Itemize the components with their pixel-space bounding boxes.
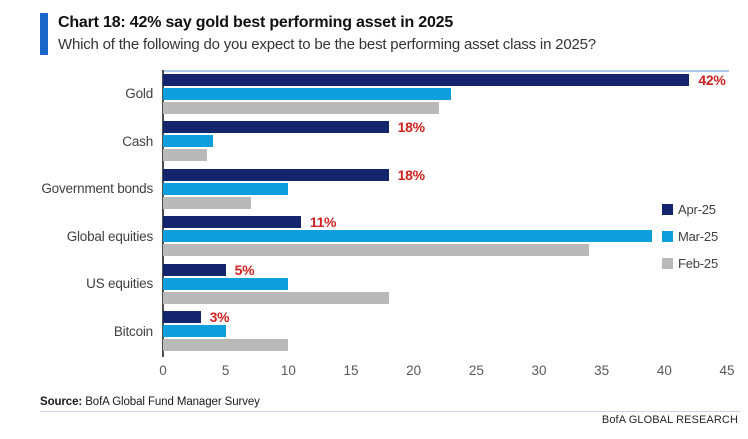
category-label: Global equities [66,228,154,244]
legend-swatch-icon [662,204,673,215]
bar-row [163,325,727,338]
legend-label: Feb-25 [678,256,718,271]
bar-row: 5% [163,261,727,278]
accent-bar [40,13,48,55]
legend-swatch-icon [662,258,673,269]
category-label: Government bonds [41,181,153,197]
bar-feb-25 [163,149,207,162]
bar-apr-25 [163,263,226,276]
x-tick-label: 30 [531,363,547,378]
bar-mar-25 [163,87,452,100]
category-label: Gold [125,86,153,102]
data-label: 3% [209,309,230,326]
bar-mar-25 [163,182,289,195]
bar-apr-25 [163,168,389,181]
x-tick-label: 10 [280,363,296,378]
legend-item: Feb-25 [662,250,718,277]
x-tick-label: 0 [159,363,167,378]
bar-row: 42% [163,71,727,88]
bar-group: Bitcoin 3% [0,308,748,356]
bar-feb-25 [163,291,389,304]
bar-group: Cash 18% [0,118,748,166]
bar-row [163,339,727,352]
x-tick-label: 45 [719,363,735,378]
chart-header: Chart 18: 42% say gold best performing a… [40,13,596,55]
bar-row: 18% [163,119,727,136]
bar-feb-25 [163,244,590,257]
bar-group: Government bonds 18% [0,165,748,213]
x-tick-label: 25 [468,363,484,378]
bar-chart: Gold 42% Cash 18% Government bonds 18% Global … [0,70,748,383]
bar-mar-25 [163,277,289,290]
category-label: Cash [122,133,153,149]
bar-row [163,196,727,209]
data-label: 18% [397,166,425,183]
data-label: 18% [397,119,425,136]
bar-feb-25 [163,196,251,209]
bar-row: 18% [163,166,727,183]
x-axis-ticks: 0 5 10 15 20 25 30 35 40 45 [159,361,734,383]
bar-apr-25 [163,216,301,229]
bar-mar-25 [163,135,214,148]
chart-legend: Apr-25 Mar-25 Feb-25 [662,196,718,277]
bar-cluster: 42% [163,70,727,118]
x-tick-label: 15 [343,363,359,378]
bar-apr-25 [163,73,690,86]
bar-cluster: 18% [163,118,727,166]
bar-row: 11% [163,214,727,231]
source-text: BofA Global Fund Manager Survey [82,396,260,408]
footer-divider [40,411,740,412]
x-tick-label: 35 [594,363,610,378]
x-tick-label: 40 [656,363,672,378]
bar-row [163,244,727,257]
legend-item: Apr-25 [662,196,718,223]
legend-label: Mar-25 [678,229,718,244]
y-axis-line [162,70,164,357]
x-tick-label: 20 [406,363,422,378]
data-label: 42% [698,71,726,88]
bar-row [163,149,727,162]
bar-row [163,277,727,290]
bar-feb-25 [163,339,289,352]
chart-subtitle: Which of the following do you expect to … [58,36,596,53]
chart-title: Chart 18: 42% say gold best performing a… [58,14,454,31]
data-label: 11% [309,214,337,231]
bar-row: 3% [163,309,727,326]
bar-apr-25 [163,121,389,134]
bar-row [163,87,727,100]
bar-row [163,101,727,114]
plot-top-border [163,70,729,72]
bar-group: Global equities 11% [0,213,748,261]
bar-mar-25 [163,325,226,338]
source-note: Source: BofA Global Fund Manager Survey [40,396,260,408]
source-label: Source: [40,396,83,408]
data-label: 5% [234,261,255,278]
plot-groups: Gold 42% Cash 18% Government bonds 18% Global … [0,70,748,355]
bar-group: Gold 42% [0,70,748,118]
bar-feb-25 [163,101,439,114]
category-label: US equities [86,276,153,292]
legend-item: Mar-25 [662,223,718,250]
legend-swatch-icon [662,231,673,242]
bar-row [163,291,727,304]
bar-cluster: 11% [163,213,727,261]
bar-row [163,182,727,195]
bar-mar-25 [163,230,652,243]
bar-group: US equities 5% [0,260,748,308]
bar-cluster: 18% [163,165,727,213]
brand-text: BofA GLOBAL RESEARCH [601,414,738,426]
x-tick-label: 5 [221,363,230,378]
bar-row [163,230,727,243]
category-label: Bitcoin [113,323,153,339]
legend-label: Apr-25 [678,202,716,217]
bar-row [163,135,727,148]
header-text: Chart 18: 42% say gold best performing a… [58,13,596,55]
bar-cluster: 3% [163,308,727,356]
bar-cluster: 5% [163,260,727,308]
bar-apr-25 [163,311,201,324]
